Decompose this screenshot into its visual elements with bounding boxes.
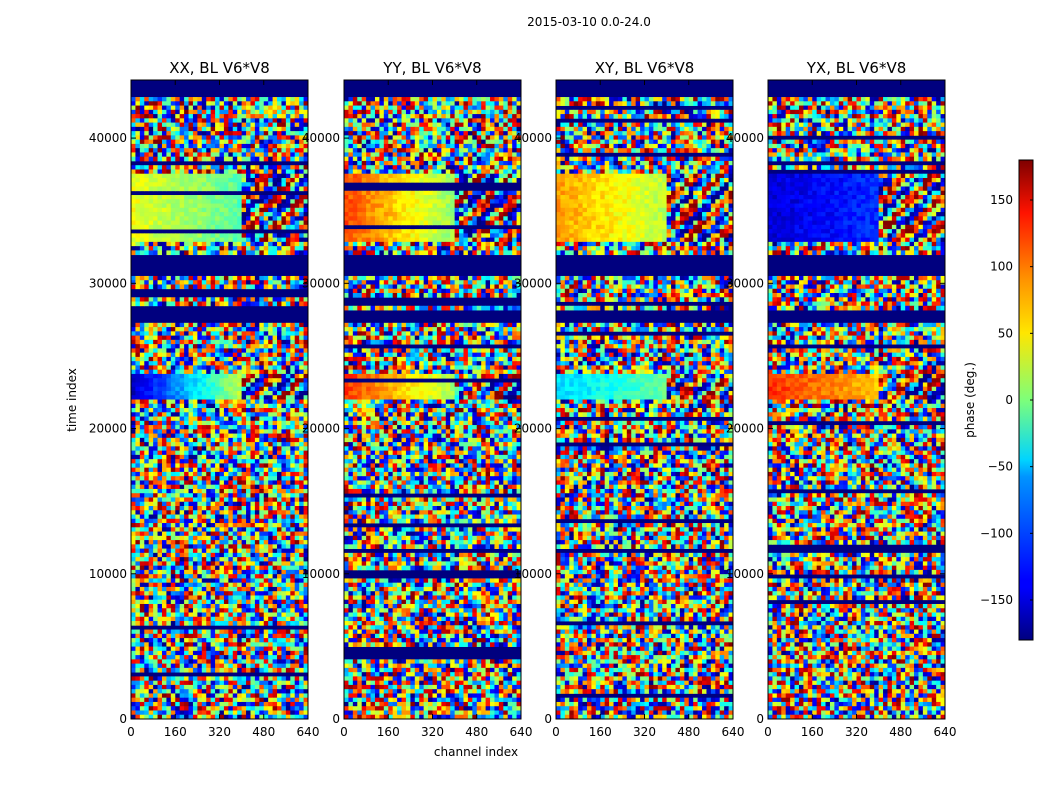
colorbar-tick-label: −150 xyxy=(980,593,1013,607)
y-tick-label: 20000 xyxy=(89,422,127,436)
y-tick-label: 10000 xyxy=(89,567,127,581)
panels: XX, BL V6*V8 0 160 320 480 640 0 10000 20000 3000… xyxy=(89,59,957,739)
x-tick-label: 320 xyxy=(208,725,231,739)
x-tick-label: 640 xyxy=(297,725,320,739)
x-tick-label: 640 xyxy=(510,725,533,739)
y-tick-label: 10000 xyxy=(302,567,340,581)
y-tick-label: 40000 xyxy=(89,131,127,145)
colorbar-ticks: −150 −100 −50 0 50 100 150 xyxy=(980,193,1033,607)
x-tick-label: 640 xyxy=(722,725,745,739)
x-tick-label: 480 xyxy=(465,725,488,739)
colorbar-tick-label: −50 xyxy=(988,460,1013,474)
y-tick-label: 40000 xyxy=(514,131,552,145)
x-tick-label: 640 xyxy=(934,725,957,739)
y-tick-label: 10000 xyxy=(726,567,764,581)
heatmap-image xyxy=(768,80,946,720)
x-axis-label: channel index xyxy=(434,745,518,759)
y-tick-label: 40000 xyxy=(302,131,340,145)
x-tick-label: 160 xyxy=(801,725,824,739)
panel-title: YX, BL V6*V8 xyxy=(806,59,907,77)
colorbar-tick-label: −100 xyxy=(980,526,1013,540)
y-tick-label: 0 xyxy=(332,712,340,726)
panel-title: XY, BL V6*V8 xyxy=(595,59,695,77)
y-tick-label: 10000 xyxy=(514,567,552,581)
y-tick-label: 40000 xyxy=(726,131,764,145)
x-tick-label: 320 xyxy=(421,725,444,739)
heatmap-image xyxy=(344,80,522,720)
panel-title: XX, BL V6*V8 xyxy=(169,59,270,77)
x-tick-label: 0 xyxy=(340,725,348,739)
colorbar-label: phase (deg.) xyxy=(963,362,977,438)
colorbar-tick-label: 150 xyxy=(990,193,1013,207)
panel-xy: XY, BL V6*V8 0 160 320 480 640 0 10000 20000 3000… xyxy=(514,59,745,739)
x-tick-label: 0 xyxy=(764,725,772,739)
colorbar: −150 −100 −50 0 50 100 150 phase (deg.) xyxy=(963,159,1034,641)
colorbar-tick-label: 100 xyxy=(990,260,1013,274)
x-tick-label: 0 xyxy=(127,725,135,739)
x-tick-label: 320 xyxy=(633,725,656,739)
y-tick-label: 20000 xyxy=(514,422,552,436)
x-tick-label: 0 xyxy=(552,725,560,739)
x-tick-label: 160 xyxy=(377,725,400,739)
y-tick-label: 0 xyxy=(756,712,764,726)
x-tick-label: 480 xyxy=(252,725,275,739)
panel-xx: XX, BL V6*V8 0 160 320 480 640 0 10000 20000 3000… xyxy=(89,59,320,739)
y-tick-label: 30000 xyxy=(514,276,552,290)
x-tick-label: 480 xyxy=(677,725,700,739)
y-axis-label: time index xyxy=(65,368,79,432)
x-tick-label: 320 xyxy=(845,725,868,739)
panel-yy: YY, BL V6*V8 0 160 320 480 640 0 10000 20000 3000… xyxy=(302,59,533,739)
y-tick-label: 30000 xyxy=(726,276,764,290)
heatmap-image xyxy=(556,80,734,720)
y-tick-label: 0 xyxy=(544,712,552,726)
y-tick-label: 30000 xyxy=(302,276,340,290)
y-tick-label: 30000 xyxy=(89,276,127,290)
x-tick-label: 160 xyxy=(164,725,187,739)
colorbar-tick-label: 50 xyxy=(998,326,1013,340)
panel-yx: YX, BL V6*V8 0 160 320 480 640 0 10000 20000 3000… xyxy=(726,59,957,739)
heatmap-image xyxy=(131,80,309,720)
y-tick-label: 20000 xyxy=(302,422,340,436)
figure-title: 2015-03-10 0.0-24.0 xyxy=(527,15,651,29)
panel-title: YY, BL V6*V8 xyxy=(382,59,481,77)
y-tick-label: 0 xyxy=(119,712,127,726)
x-tick-label: 480 xyxy=(889,725,912,739)
colorbar-tick-label: 0 xyxy=(1005,393,1013,407)
y-tick-label: 20000 xyxy=(726,422,764,436)
x-tick-label: 160 xyxy=(589,725,612,739)
